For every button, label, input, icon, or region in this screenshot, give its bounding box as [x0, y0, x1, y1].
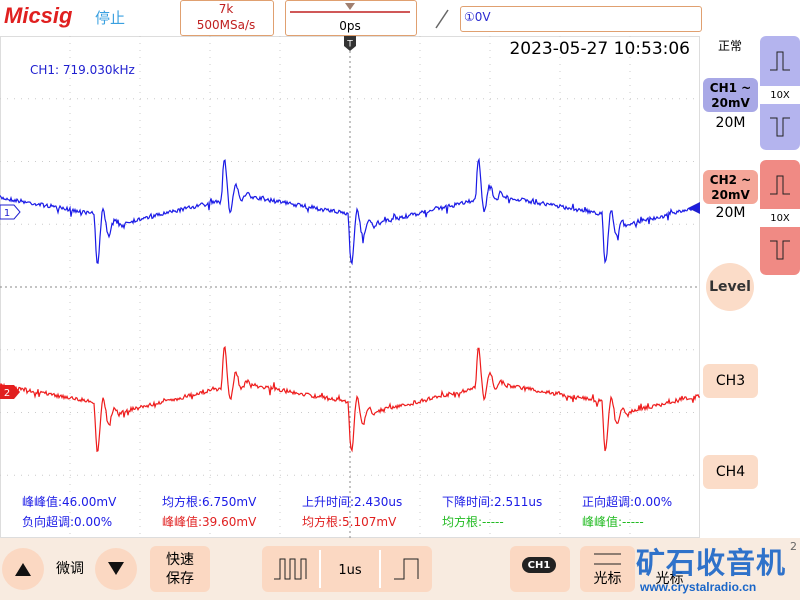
down-icon	[108, 562, 124, 575]
quick-save-line-1: 快速	[166, 552, 194, 568]
measurement: 均方根:-----	[442, 515, 504, 529]
probe-icons	[770, 51, 790, 260]
waveform-display: 2023-05-27 10:53:06 CH1: 719.030kHz T 1 …	[0, 36, 700, 538]
pulse-icon	[770, 240, 790, 260]
page-indicator: 2	[790, 540, 797, 553]
up-icon	[15, 563, 31, 576]
measurement: 均方根:6.750mV	[162, 495, 257, 509]
ch2-label: CH2 ~	[709, 172, 752, 187]
up-arrow	[15, 563, 31, 576]
ch1-label: CH1 ~	[709, 80, 752, 95]
trigger-mode[interactable]: 正常	[717, 38, 742, 53]
ch3-button[interactable]: CH3	[703, 364, 758, 398]
ch2-bandwidth: 20M	[715, 205, 746, 221]
measurement: 正向超调:0.00%	[582, 495, 673, 509]
up-button[interactable]	[2, 548, 44, 590]
ch2-marker-label: 2	[4, 388, 10, 399]
pulse-icon	[770, 51, 790, 71]
position-pointer	[345, 3, 355, 10]
level-knob[interactable]	[706, 263, 754, 311]
ch1-bandwidth: 20M	[715, 115, 746, 131]
channel-select: CH1	[522, 557, 556, 573]
memory-bar	[290, 3, 410, 13]
trigger-level: ①0V	[464, 10, 491, 24]
compress-icon	[274, 558, 307, 580]
measurement: 峰峰值:39.60mV	[162, 515, 257, 529]
trigger-box[interactable]	[460, 6, 702, 32]
watermark-title: 矿石收音机	[636, 546, 787, 580]
trigger-position-marker	[344, 36, 356, 51]
quick-save-button[interactable]	[150, 546, 210, 592]
fine-adjust: 微调	[56, 561, 84, 577]
ch2-probe: 10X	[760, 209, 800, 227]
down-button[interactable]	[95, 548, 137, 590]
down-arrow	[108, 562, 124, 575]
timebase-icons	[274, 550, 419, 588]
pulse-icon	[770, 117, 790, 137]
measurement: 均方根:5.107mV	[302, 515, 397, 529]
ch4-button[interactable]: CH4	[703, 455, 758, 489]
measurement: 负向超调:0.00%	[22, 515, 113, 529]
acquire-box[interactable]	[180, 0, 274, 36]
measurement: 上升时间:2.430us	[302, 495, 403, 509]
ch1-probe: 10X	[760, 86, 800, 104]
quick-save-line-2: 保存	[166, 571, 194, 587]
cursor-icon	[594, 553, 621, 565]
memory-depth: 7k	[218, 2, 234, 16]
timestamp: 2023-05-27 10:53:06	[509, 39, 690, 59]
pulse-icon	[770, 175, 790, 195]
ch2-button[interactable]	[703, 170, 758, 204]
grid	[0, 36, 700, 538]
level-label: Level	[709, 279, 751, 295]
ch2-waveform	[0, 345, 700, 453]
measurement: 下降时间:2.511us	[442, 495, 543, 509]
ch1-waveform	[0, 157, 700, 266]
ch1-scale: 20mV	[711, 95, 750, 110]
frequency-readout: CH1: 719.030kHz	[30, 63, 135, 77]
time-offset: 0ps	[339, 19, 361, 33]
expand-icon	[394, 558, 419, 580]
measurement: 峰峰值:46.00mV	[22, 495, 117, 509]
run-status[interactable]: 停止	[95, 9, 126, 27]
trigger-edge-icon[interactable]	[432, 8, 452, 30]
measurement: 峰峰值:-----	[582, 515, 644, 529]
edge-line	[435, 9, 449, 29]
ch2-scale: 20mV	[711, 187, 750, 202]
time-box[interactable]	[285, 0, 417, 36]
ch1-marker	[0, 204, 21, 220]
watermark-url: www.crystalradio.cn	[640, 580, 757, 594]
trigger-marker-label: T	[346, 40, 353, 50]
timebase: 1us	[338, 562, 362, 578]
sample-rate: 500MSa/s	[196, 18, 256, 32]
cursor-label-2: 光标	[655, 571, 684, 587]
cursor-label: 光标	[593, 571, 622, 587]
ch1-marker-label: 1	[4, 208, 10, 219]
brand: Micsig	[4, 3, 73, 28]
ch1-button[interactable]	[703, 78, 758, 112]
